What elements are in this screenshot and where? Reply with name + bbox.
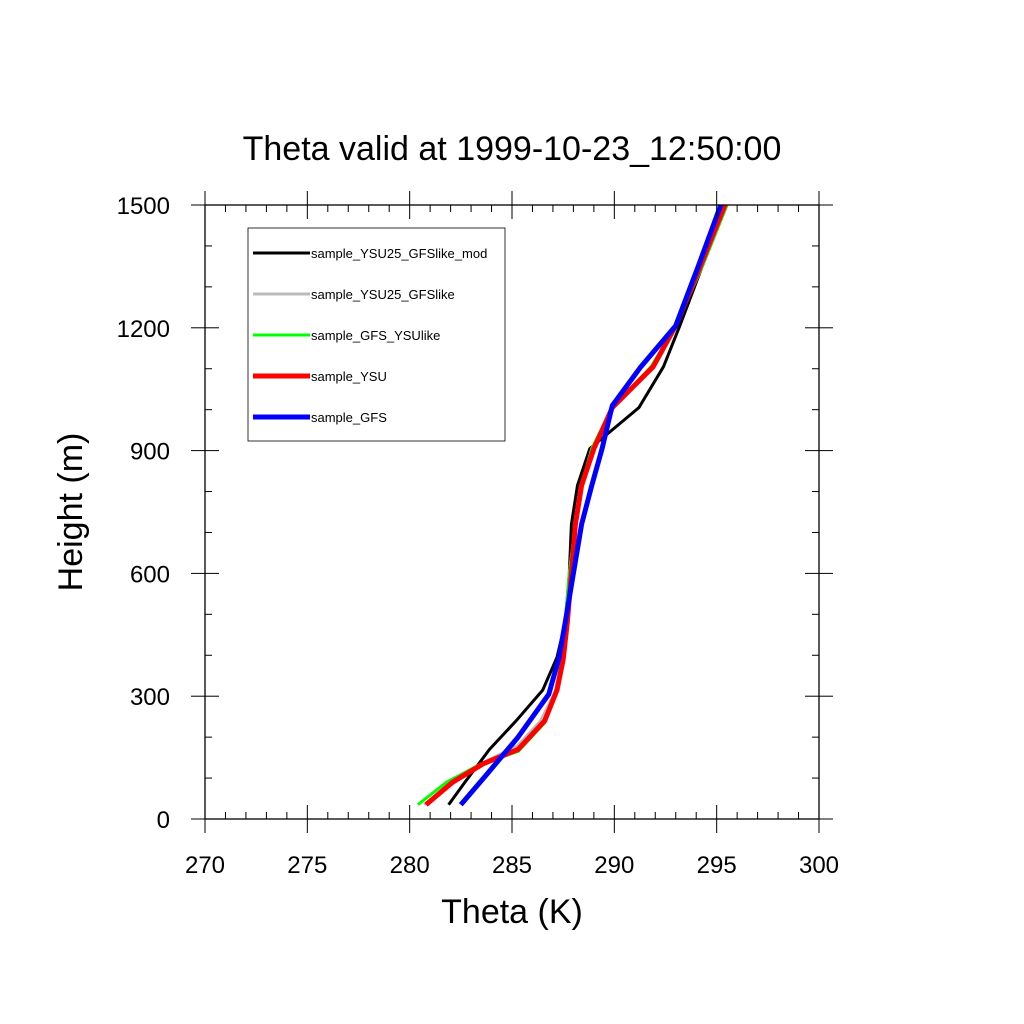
- y-tick-label: 300: [130, 684, 170, 711]
- x-tick-label: 270: [185, 852, 225, 879]
- y-tick-label: 900: [130, 439, 170, 466]
- series-line-sample_YSU25_GFSlike_mod: [447, 204, 729, 806]
- y-tick-label: 1500: [117, 193, 170, 220]
- legend-label: sample_YSU25_GFSlike: [311, 287, 455, 302]
- legend-items: sample_YSU25_GFSlike_mod sample_YSU25_GFS…: [253, 246, 487, 425]
- x-tick-label: 300: [799, 852, 839, 879]
- x-tick-label: 280: [390, 852, 430, 879]
- series-layer: [416, 204, 729, 807]
- series-line-sample_GFS: [458, 204, 724, 807]
- x-tick-label: 290: [594, 852, 634, 879]
- chart-title: Theta valid at 1999-10-23_12:50:00: [243, 130, 782, 168]
- x-tick-label: 285: [492, 852, 532, 879]
- y-tick-label: 0: [157, 807, 170, 834]
- legend-label: sample_GFS_YSUlike: [311, 328, 440, 343]
- legend-label: sample_YSU: [311, 369, 387, 384]
- y-tick-label: 600: [130, 561, 170, 588]
- y-tick-label: 1200: [117, 316, 170, 343]
- legend: sample_YSU25_GFSlike_mod sample_YSU25_GFS…: [247, 227, 506, 442]
- y-axis-label: Height (m): [52, 433, 90, 592]
- axes-layer: 270 275 280 285 290 295 300 0 300 600 900 1200 1500: [117, 191, 839, 879]
- x-tick-label: 295: [697, 852, 737, 879]
- x-tick-label: 275: [287, 852, 327, 879]
- x-axis-label: Theta (K): [441, 893, 583, 931]
- plot-frame: [204, 204, 820, 820]
- legend-label: sample_GFS: [311, 410, 387, 425]
- legend-label: sample_YSU25_GFSlike_mod: [311, 246, 487, 261]
